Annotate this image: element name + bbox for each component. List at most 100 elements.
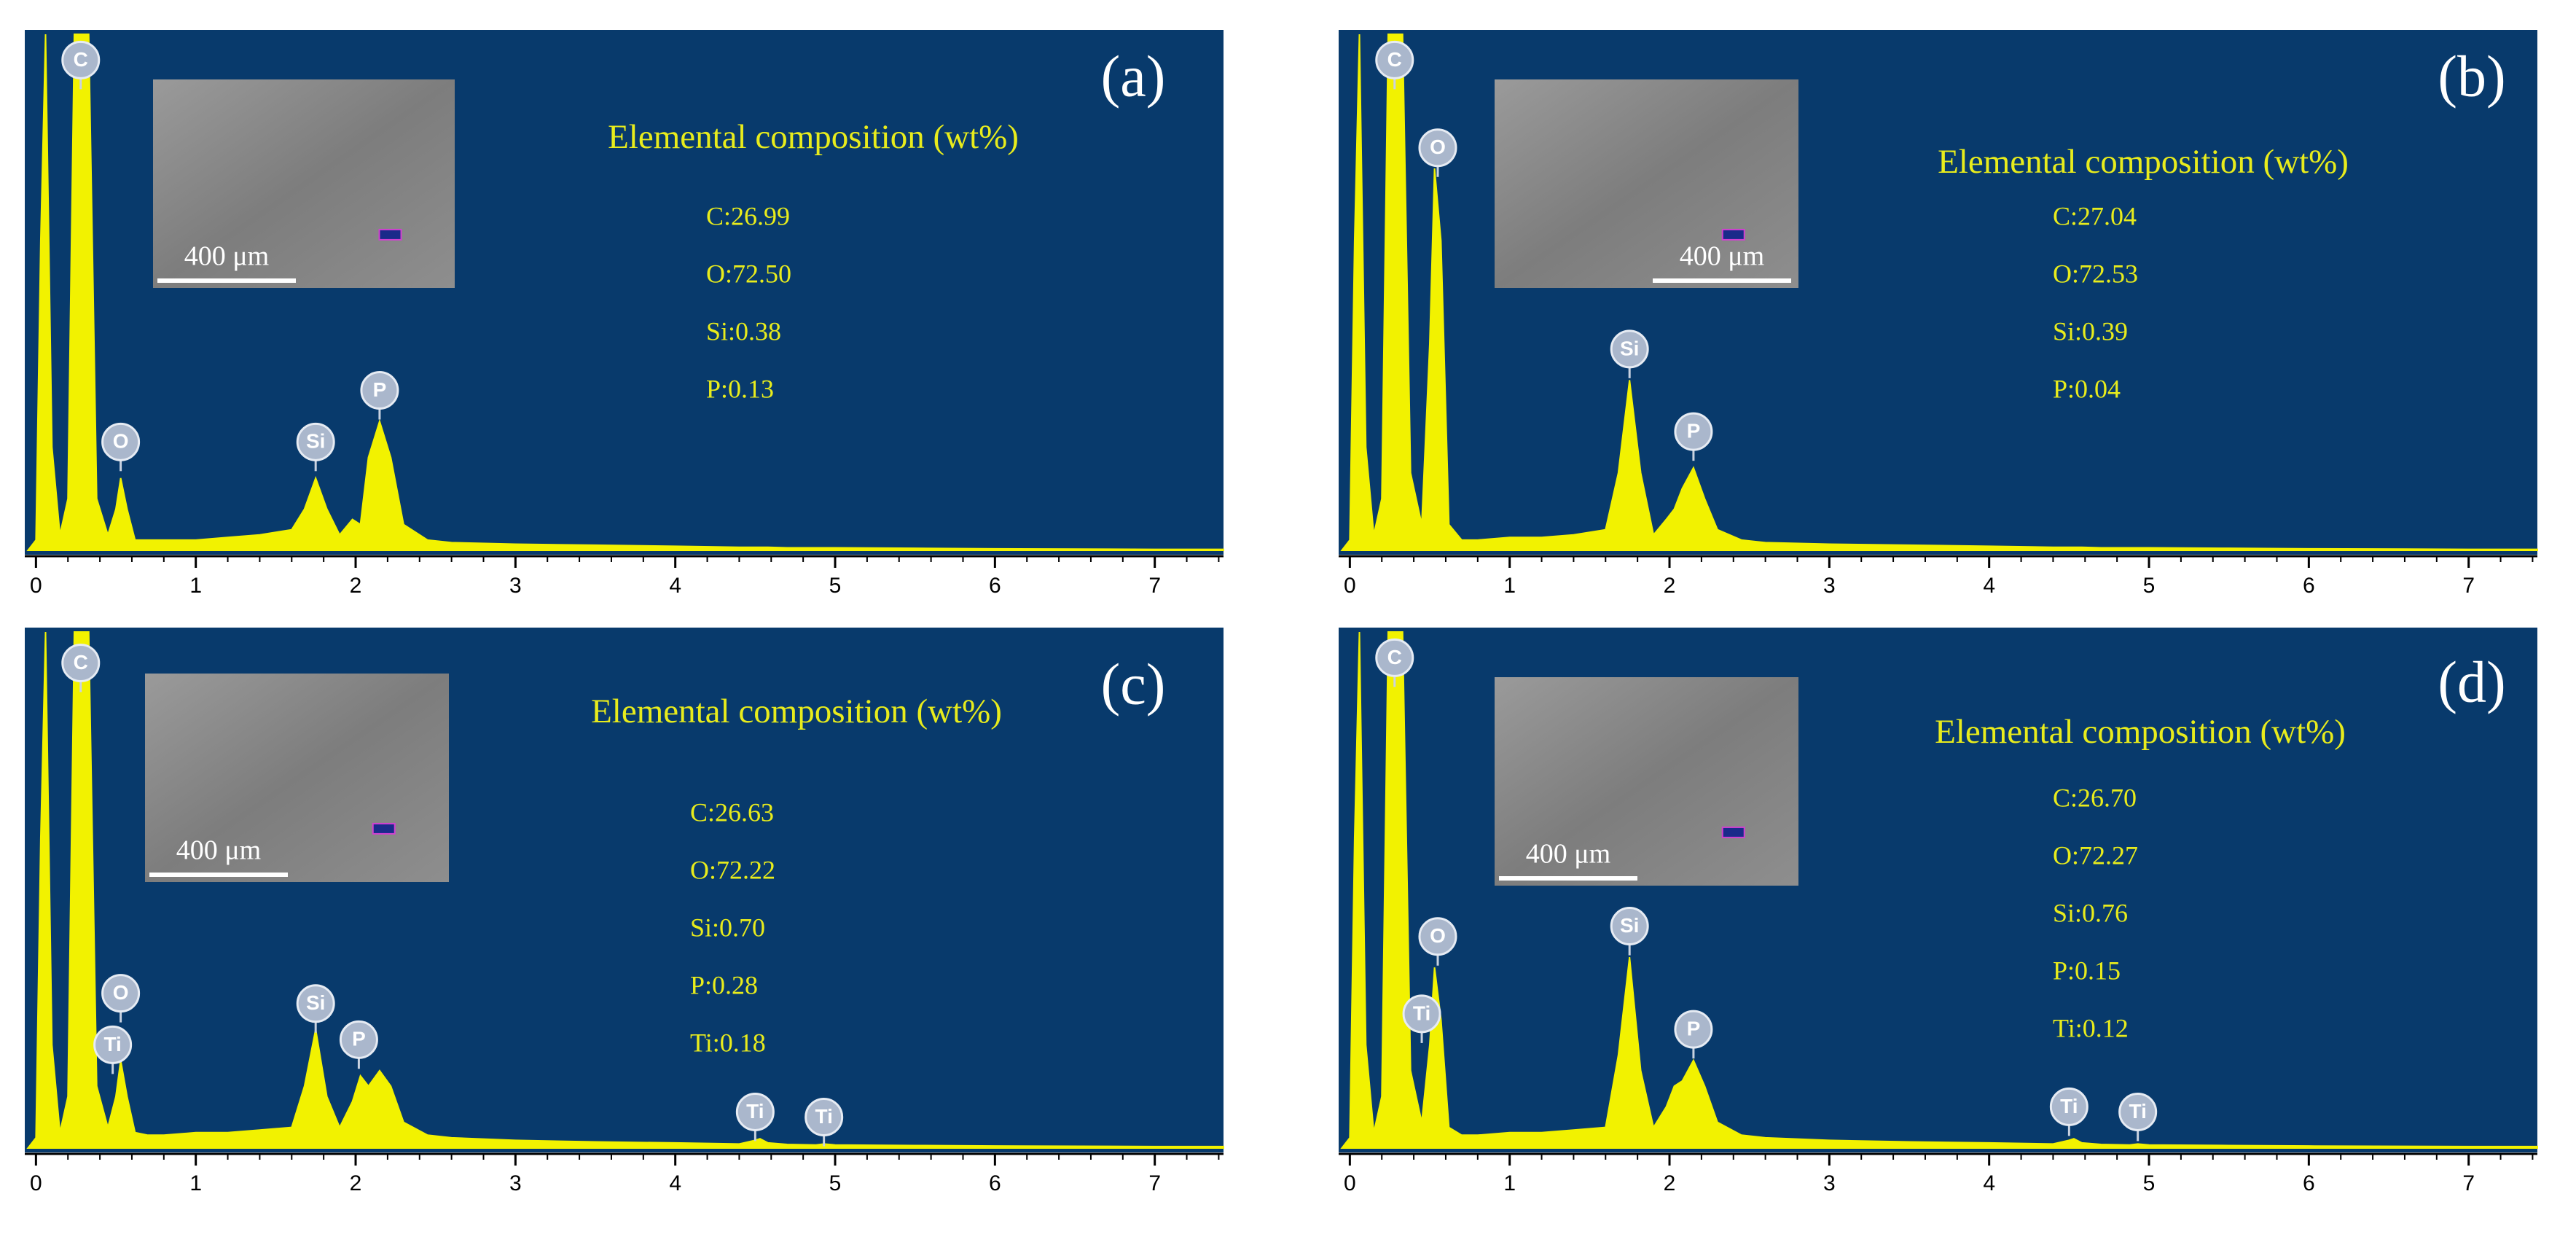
x-tick-label: 7 [2462, 1171, 2475, 1195]
composition-title: Elemental composition (wt%) [1938, 143, 2349, 181]
sem-region-marker [1721, 228, 1745, 241]
peak-label: Ti [103, 1033, 121, 1055]
peak-label: P [1687, 420, 1701, 442]
composition-entry: Si:0.76 [2053, 898, 2128, 927]
peak-label: Ti [815, 1105, 832, 1128]
x-tick-label: 4 [1983, 1171, 1995, 1195]
x-tick-label: 0 [30, 1171, 42, 1195]
x-tick-label: 0 [1344, 1171, 1356, 1195]
peak-marker [2049, 1087, 2088, 1126]
panel: 400 μm (d) Elemental composition (wt%) C:26… [1339, 628, 2538, 1195]
x-tick-label: 1 [189, 574, 202, 598]
peak-marker [804, 1098, 844, 1137]
sem-image [145, 674, 449, 882]
peak-label: Ti [746, 1100, 764, 1123]
composition-title: Elemental composition (wt%) [1935, 713, 2346, 751]
panel: 400 μm (a) Elemental composition (wt%) C:26… [25, 30, 1224, 598]
composition-entry: P:0.28 [690, 970, 758, 999]
x-tick-label: 5 [2143, 1171, 2156, 1195]
composition-entry: O:72.27 [2053, 840, 2138, 870]
x-tick-label: 0 [30, 574, 42, 598]
composition-entry: O:72.50 [706, 259, 791, 288]
sem-region-marker [378, 228, 402, 241]
x-tick-label: 5 [829, 574, 842, 598]
panel-label: (b) [2438, 44, 2505, 109]
x-tick-label: 1 [1503, 574, 1516, 598]
peak-marker [101, 974, 141, 1013]
composition-entry: C:26.70 [2053, 783, 2137, 812]
peak-label: Ti [2129, 1100, 2146, 1123]
panel: 400 μm (c) Elemental composition (wt%) C:26… [25, 628, 1224, 1195]
x-tick-label: 4 [669, 574, 681, 598]
peak-marker [101, 422, 141, 461]
composition-entry: P:0.13 [706, 374, 774, 403]
x-tick-label: 2 [350, 1171, 362, 1195]
scale-bar-label: 400 μm [176, 835, 261, 866]
sem-region-marker [372, 822, 396, 835]
x-tick-label: 6 [2303, 1171, 2315, 1195]
peak-label: Si [306, 991, 325, 1014]
peak-label: Ti [2060, 1095, 2078, 1117]
scale-bar-label: 400 μm [1680, 241, 1764, 272]
x-tick-label: 7 [1148, 1171, 1161, 1195]
peak-label: O [1430, 924, 1446, 947]
peak-label: C [1387, 48, 1402, 71]
peak-marker [93, 1025, 133, 1064]
panel: 400 μm (b) Elemental composition (wt%) C:27… [1339, 30, 2538, 598]
scale-bar-label: 400 μm [1526, 839, 1610, 870]
peak-marker [1418, 128, 1457, 168]
peak-marker [735, 1092, 775, 1131]
composition-entry: O:72.22 [690, 855, 775, 884]
x-tick-label: 7 [2462, 574, 2475, 598]
peak-label: Ti [1413, 1002, 1430, 1024]
scale-bar-label: 400 μm [184, 241, 269, 272]
peak-marker [61, 40, 101, 79]
x-tick-label: 3 [509, 574, 522, 598]
x-tick-label: 2 [350, 574, 362, 598]
peak-label: C [1387, 646, 1402, 668]
peak-marker [1610, 329, 1649, 369]
peak-label: O [1430, 136, 1446, 158]
composition-entry: O:72.53 [2053, 259, 2138, 288]
peak-marker [1418, 917, 1457, 956]
peak-marker [1674, 412, 1713, 451]
peak-marker [61, 643, 101, 682]
peak-label: O [113, 430, 129, 453]
peak-marker [296, 984, 335, 1023]
peak-marker [1610, 907, 1649, 946]
composition-entry: Si:0.39 [2053, 316, 2128, 346]
x-tick-label: 3 [1823, 1171, 1836, 1195]
peak-label: Si [1620, 337, 1639, 359]
peak-label: C [74, 651, 88, 674]
x-tick-label: 1 [189, 1171, 202, 1195]
x-tick-label: 7 [1148, 574, 1161, 598]
composition-entry: Si:0.38 [706, 316, 781, 346]
peak-label: P [1687, 1018, 1701, 1040]
panel-label: (a) [1101, 44, 1166, 109]
peak-label: P [373, 378, 387, 401]
x-tick-label: 4 [669, 1171, 681, 1195]
peak-marker [1375, 40, 1414, 79]
spectrum [26, 34, 1224, 551]
x-tick-label: 4 [1983, 574, 1995, 598]
composition-entry: C:26.63 [690, 797, 774, 827]
composition-entry: P:0.15 [2053, 956, 2121, 985]
x-tick-label: 0 [1344, 574, 1356, 598]
sem-image [1495, 79, 1798, 288]
sem-region-marker [1721, 826, 1745, 838]
x-tick-label: 6 [2303, 574, 2315, 598]
spectrum [26, 631, 1224, 1149]
panel-label: (c) [1101, 652, 1166, 717]
peak-label: O [113, 981, 129, 1004]
peak-marker [360, 371, 399, 410]
composition-entry: C:26.99 [706, 201, 790, 230]
composition-entry: C:27.04 [2053, 201, 2137, 230]
x-tick-label: 3 [509, 1171, 522, 1195]
peak-marker [1375, 638, 1414, 677]
x-tick-label: 5 [2143, 574, 2156, 598]
composition-entry: P:0.04 [2053, 374, 2121, 403]
peak-marker [1402, 994, 1441, 1034]
composition-entry: Ti:0.18 [690, 1028, 766, 1057]
composition-title: Elemental composition (wt%) [591, 692, 1002, 730]
peak-label: Si [306, 430, 325, 453]
